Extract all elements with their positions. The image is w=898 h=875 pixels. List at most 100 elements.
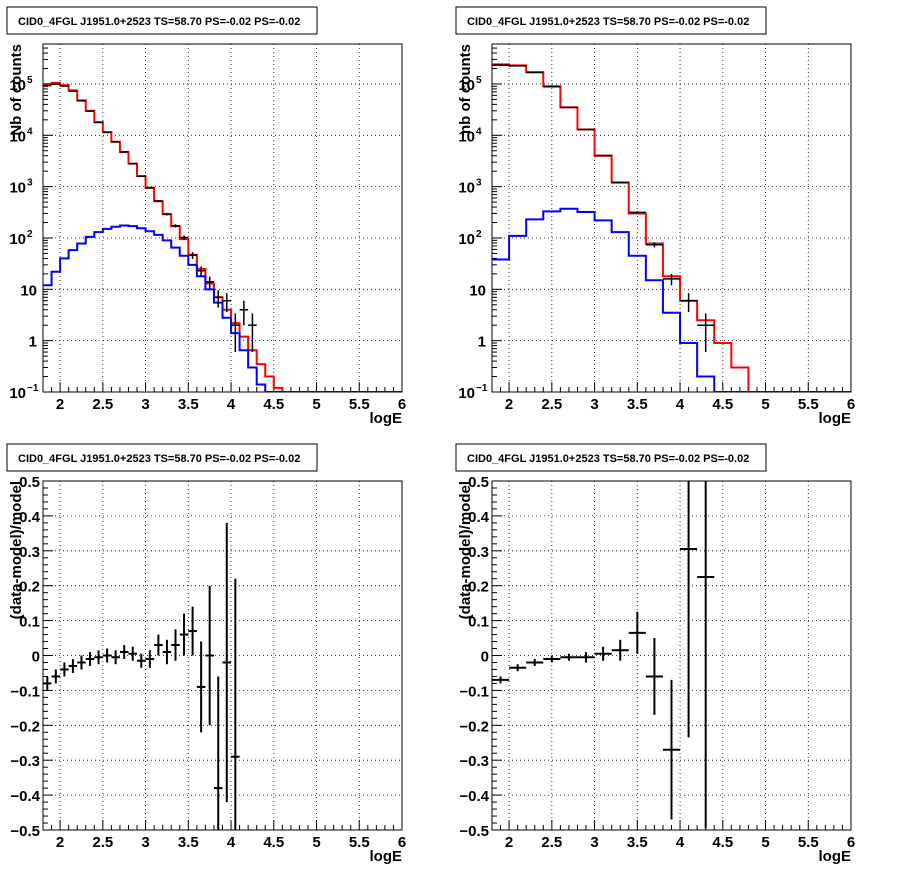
data-point (697, 313, 715, 353)
x-tick-label: 2 (56, 396, 64, 413)
y-tick-exponent: 5 (27, 75, 33, 86)
x-tick-label: 4.5 (712, 834, 733, 851)
chart-svg: CID0_4FGL J1951.0+2523 TS=58.70 PS=-0.02… (6, 6, 406, 427)
y-axis-label: (data-model)/model (457, 481, 474, 619)
residual-point (492, 676, 510, 684)
y-tick-label: 10 (9, 128, 26, 145)
x-tick-label: 5.5 (798, 834, 819, 851)
residual-point (577, 652, 595, 663)
y-tick-exponent: 3 (27, 178, 33, 189)
x-tick-label: 5.5 (798, 396, 819, 413)
y-tick-label: −0.2 (459, 718, 489, 735)
residual-point (611, 639, 629, 661)
residual-point (94, 650, 103, 665)
x-tick-label: 4 (227, 834, 236, 851)
data-point (196, 266, 206, 277)
x-tick-label: 3 (141, 834, 149, 851)
data-point (205, 276, 214, 289)
residual-point (145, 650, 155, 668)
x-tick-label: 6 (398, 396, 406, 413)
y-tick-label: 0.5 (468, 474, 489, 491)
y-tick-label: 10 (469, 282, 486, 299)
residual-point (128, 646, 138, 661)
x-tick-label: 4.5 (263, 396, 284, 413)
plot-frame (491, 43, 852, 393)
residual-point (60, 662, 69, 677)
y-tick-label: 0.2 (468, 579, 489, 596)
counts-panel-fine-bins: CID0_4FGL J1951.0+2523 TS=58.70 PS=-0.02… (0, 0, 449, 437)
x-tick-label: 6 (398, 834, 406, 851)
y-tick-label: 0.1 (19, 614, 40, 631)
residual-panel-coarse-bins: CID0_4FGL J1951.0+2523 TS=58.70 PS=-0.02… (449, 437, 898, 874)
y-tick-label: 0.1 (468, 614, 489, 631)
x-tick-label: 4 (676, 396, 685, 413)
data-point (171, 224, 180, 228)
chart-title: CID0_4FGL J1951.0+2523 TS=58.70 PS=-0.02… (467, 16, 749, 28)
x-tick-label: 2 (56, 834, 64, 851)
y-tick-label: 0.3 (19, 544, 40, 561)
x-tick-label: 2 (505, 396, 513, 413)
residual-point (543, 655, 561, 663)
x-tick-label: 3.5 (178, 834, 199, 851)
model-source-histogram (492, 207, 851, 392)
x-tick-label: 4.5 (712, 396, 733, 413)
x-tick-label: 3 (590, 396, 598, 413)
data-point (231, 313, 240, 353)
model-source-histogram (43, 224, 402, 392)
y-tick-label: 0.2 (19, 579, 40, 596)
y-tick-label: 0.3 (468, 544, 489, 561)
title-box (6, 443, 318, 472)
plot-frame (42, 480, 403, 831)
data-point (119, 151, 129, 153)
x-tick-label: 3 (590, 834, 598, 851)
y-tick-exponent: 5 (476, 75, 482, 86)
data-point (162, 212, 172, 216)
y-tick-label: 0.4 (19, 509, 41, 526)
chart-title: CID0_4FGL J1951.0+2523 TS=58.70 PS=-0.02… (18, 16, 300, 28)
residual-point (205, 585, 214, 726)
residual-point (171, 629, 180, 661)
data-point (111, 141, 120, 143)
x-tick-label: 2.5 (541, 834, 562, 851)
x-tick-label: 4 (676, 834, 685, 851)
x-axis-label: logE (370, 410, 403, 427)
x-tick-label: 5.5 (349, 396, 370, 413)
data-point (680, 293, 698, 313)
data-point (154, 200, 163, 203)
y-tick-label: −0.1 (10, 683, 40, 700)
data-point (611, 181, 629, 184)
residual-point (68, 658, 78, 673)
residual-point (526, 658, 544, 666)
y-tick-exponent: −1 (476, 383, 488, 394)
y-tick-label: 10 (9, 385, 26, 402)
y-tick-label: 10 (458, 180, 475, 197)
residual-point (111, 650, 120, 665)
x-tick-label: 5 (761, 396, 769, 413)
x-tick-label: 6 (847, 834, 855, 851)
x-tick-label: 2.5 (92, 396, 113, 413)
residual-point (509, 664, 527, 672)
y-tick-label: 1 (29, 334, 37, 351)
x-tick-label: 2 (505, 834, 513, 851)
counts-panel-coarse-bins: CID0_4FGL J1951.0+2523 TS=58.70 PS=-0.02… (449, 0, 898, 437)
x-tick-label: 5 (312, 834, 320, 851)
y-tick-exponent: 3 (476, 178, 482, 189)
x-tick-label: 3.5 (627, 396, 648, 413)
title-box (455, 443, 767, 472)
residual-point (102, 648, 112, 663)
x-axis-label: logE (370, 848, 403, 865)
data-point (662, 273, 681, 286)
data-point (137, 175, 146, 177)
title-box (6, 6, 318, 35)
x-tick-label: 3.5 (627, 834, 648, 851)
y-tick-exponent: 2 (476, 229, 482, 240)
data-point (222, 293, 232, 313)
model-total-histogram (43, 81, 402, 392)
y-tick-label: 1 (478, 334, 486, 351)
data-point (128, 163, 138, 165)
grid (492, 44, 852, 393)
y-tick-exponent: −1 (27, 383, 39, 394)
residual-point (697, 481, 715, 829)
x-tick-label: 5 (312, 396, 320, 413)
residual-point (213, 676, 223, 830)
